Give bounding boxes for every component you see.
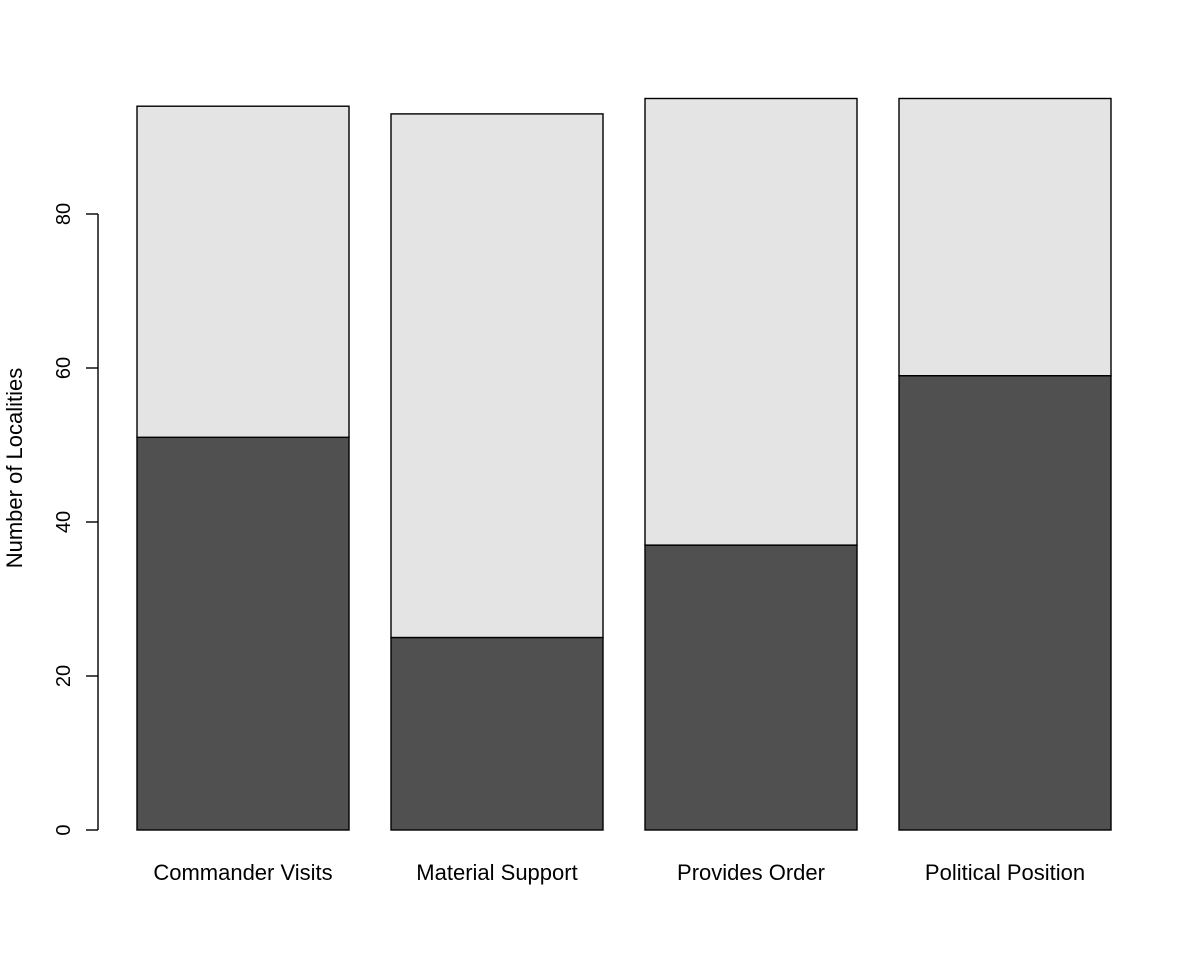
bars-layer bbox=[136, 97, 1112, 831]
bar-segment-provides-order-series-2 bbox=[644, 97, 858, 546]
y-axis: 0 20 40 60 80 bbox=[53, 203, 99, 836]
y-tick-label-60: 60 bbox=[53, 357, 75, 379]
bar-segment-political-position-series-1 bbox=[898, 375, 1112, 831]
y-tick-label-40: 40 bbox=[53, 511, 75, 533]
bar-segment-material-support-series-1 bbox=[390, 636, 604, 831]
bar-segment-commander-visits-series-2 bbox=[136, 105, 350, 439]
y-tick-label-80: 80 bbox=[53, 203, 75, 225]
category-label-provides-order: Provides Order bbox=[677, 860, 825, 885]
bar-segment-provides-order-series-1 bbox=[644, 544, 858, 831]
category-label-commander-visits: Commander Visits bbox=[153, 860, 332, 885]
x-axis-labels: Commander Visits Material Support Provides… bbox=[153, 860, 1085, 885]
y-tick-label-0: 0 bbox=[53, 824, 75, 835]
category-label-political-position: Political Position bbox=[925, 860, 1085, 885]
bar-segment-material-support-series-2 bbox=[390, 113, 604, 639]
y-axis-title: Number of Localities bbox=[2, 368, 27, 569]
y-tick-label-20: 20 bbox=[53, 665, 75, 687]
bar-segment-political-position-series-2 bbox=[898, 97, 1112, 377]
bar-segment-commander-visits-series-1 bbox=[136, 436, 350, 831]
category-label-material-support: Material Support bbox=[416, 860, 577, 885]
